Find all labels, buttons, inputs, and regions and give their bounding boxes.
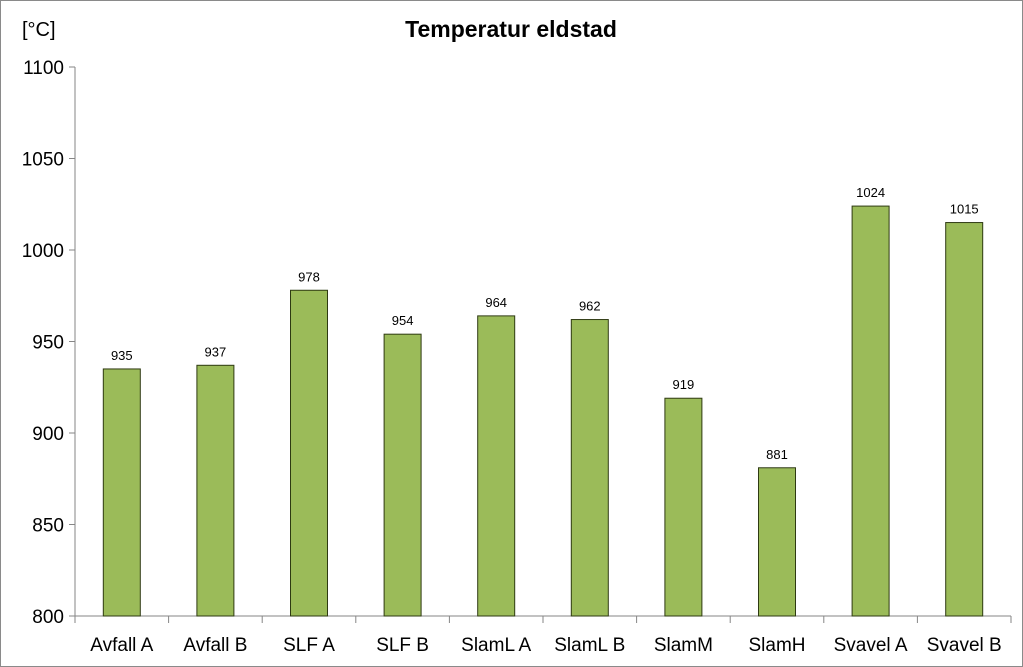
x-tick-label: SlamL B [554, 635, 625, 656]
data-label: 954 [392, 313, 414, 328]
bar-avfall-a [102, 368, 141, 617]
data-label: 937 [205, 344, 227, 359]
x-tick-label: Avfall B [183, 635, 247, 656]
y-tick-label: 900 [32, 424, 64, 445]
y-tick-label: 1050 [22, 150, 64, 171]
data-label: 962 [579, 299, 601, 314]
x-tick-label: SlamM [654, 635, 713, 656]
bar-slamm [664, 397, 703, 617]
bar-avfall-b [196, 364, 235, 617]
x-ticks: Avfall A Avfall B SLF A SLF B SlamL A SlamL B… [74, 616, 1012, 656]
x-tick-label: Avfall A [90, 635, 153, 656]
x-tick-label: Svavel B [927, 635, 1002, 656]
x-tick-label: Svavel A [834, 635, 908, 656]
bar-slamh [758, 467, 796, 617]
data-label: 881 [766, 447, 788, 462]
data-label: 935 [111, 348, 133, 363]
x-tick-label: SLF A [283, 635, 335, 656]
x-tick-label: SLF B [376, 635, 429, 656]
data-label: 1024 [856, 185, 885, 200]
y-tick-label: 850 [32, 516, 64, 537]
chart-title: Temperatur eldstad [405, 16, 617, 42]
bar-slf-b [383, 333, 422, 617]
y-tick-label: 950 [32, 333, 64, 354]
x-tick-label: SlamH [748, 635, 805, 656]
bars: 935 937 978 954 964 962 919 881 1024 1015 [102, 185, 984, 617]
data-label: 964 [485, 295, 507, 310]
bar-slaml-b [570, 319, 609, 617]
y-tick-label: 1000 [22, 241, 64, 262]
x-tick-label: SlamL A [461, 635, 531, 656]
bar-svavel-a [851, 205, 890, 617]
bar-svavel-b [945, 222, 984, 617]
data-label: 1015 [950, 202, 979, 217]
y-axis-unit-label: [°C] [22, 19, 56, 41]
bar-slaml-a [477, 315, 516, 617]
y-tick-label: 800 [32, 607, 64, 628]
data-label: 919 [673, 377, 695, 392]
y-ticks: 800 850 900 950 1000 1050 1100 [22, 58, 75, 628]
data-label: 978 [298, 269, 320, 284]
y-tick-label: 1100 [23, 58, 64, 79]
bar-slf-a [290, 289, 328, 617]
